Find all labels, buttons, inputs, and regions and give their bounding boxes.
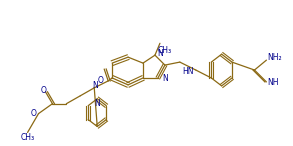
Text: NH₂: NH₂ [268,53,282,62]
Text: HN: HN [182,67,194,75]
Text: CH₃: CH₃ [21,133,35,142]
Text: N: N [94,99,100,108]
Text: O: O [97,76,103,85]
Text: CH₃: CH₃ [158,46,172,55]
Text: NH: NH [268,78,279,87]
Text: O: O [30,109,36,118]
Text: N: N [92,81,98,90]
Text: N: N [157,49,163,58]
Text: N: N [162,74,168,84]
Text: O: O [40,86,46,95]
